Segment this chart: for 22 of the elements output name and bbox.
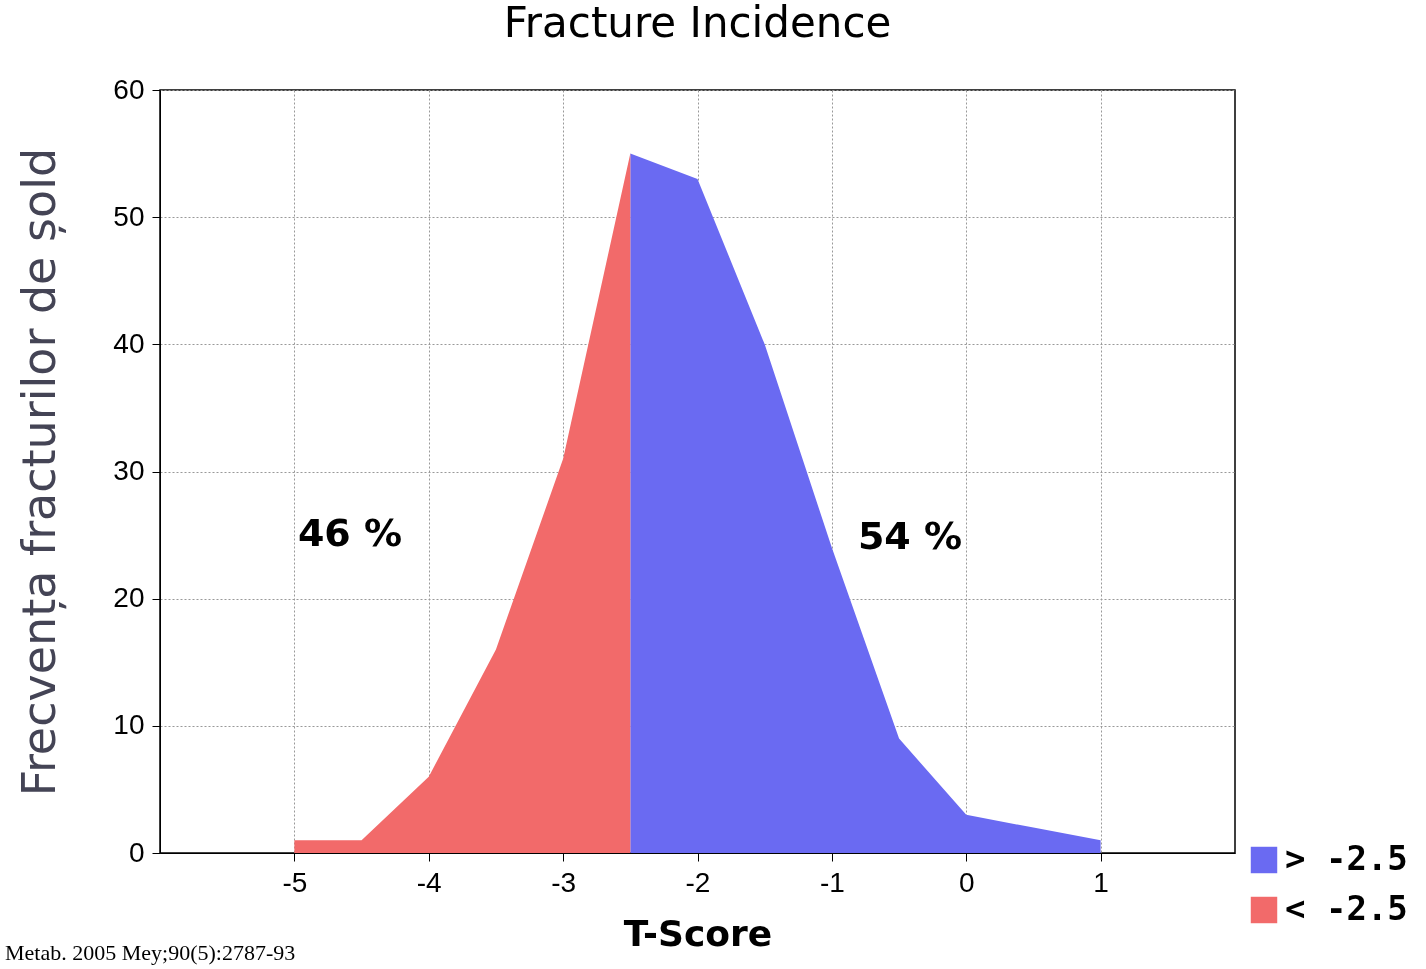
x-tick-label: 1	[1093, 866, 1109, 898]
annotation: 54 %	[857, 514, 963, 558]
legend-label: > -2.5	[1285, 838, 1408, 878]
x-tick-label: -3	[551, 866, 577, 898]
y-tick-label: 30	[113, 455, 145, 486]
y-tick-label: 50	[113, 200, 145, 232]
legend-label: < -2.5	[1285, 888, 1408, 928]
y-axis-title: Frecvența fracturilor de șold	[12, 147, 68, 797]
x-tick-label: -5	[282, 866, 308, 898]
x-tick-label: -2	[685, 866, 711, 898]
y-tick-label: 20	[113, 582, 145, 614]
x-axis-title: T-Score	[623, 912, 773, 954]
text: Metab. 2005 Mey;90(5):2787-93	[5, 940, 296, 965]
x-tick-label: 0	[958, 866, 975, 898]
chart-title: Fracture Incidence	[503, 0, 892, 47]
x-tick-label: -1	[819, 866, 845, 898]
y-tick-label: 60	[113, 73, 145, 105]
annotation: 46 %	[297, 511, 403, 555]
y-tick-label: 10	[113, 709, 145, 741]
x-tick-label: -4	[416, 866, 442, 898]
y-tick-label: 40	[113, 327, 145, 359]
y-tick-label: 0	[128, 836, 145, 868]
